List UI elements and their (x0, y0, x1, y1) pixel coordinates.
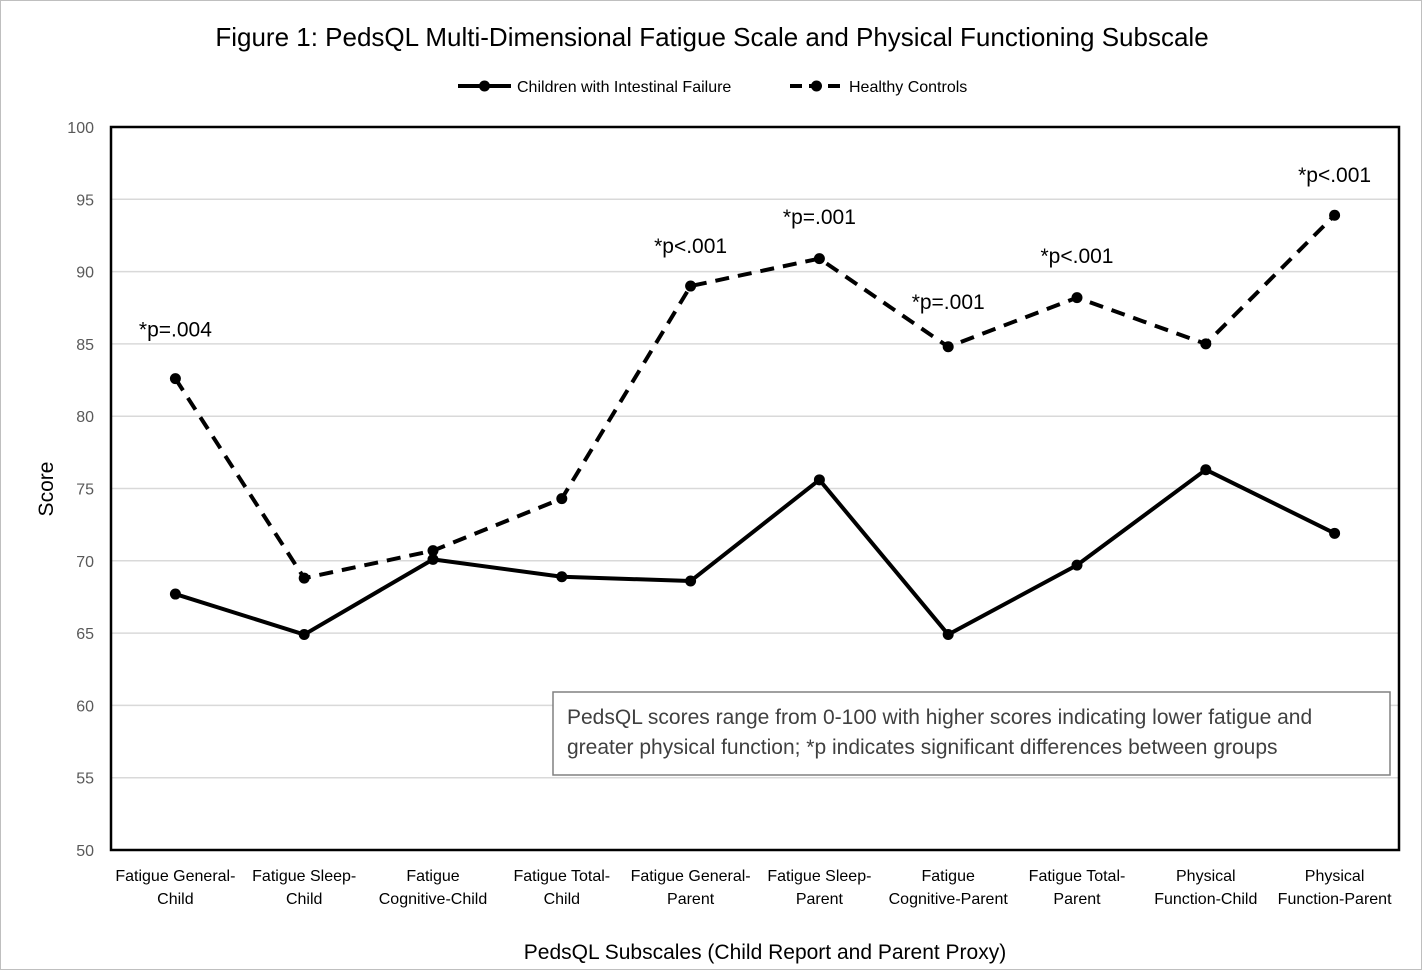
y-tick-label: 90 (76, 265, 94, 282)
y-axis-title: Score (35, 462, 58, 517)
data-point (1200, 464, 1212, 476)
data-point (813, 474, 825, 486)
x-tick-label: Fatigue Total- (1029, 868, 1126, 885)
data-point (685, 575, 697, 587)
note-line-2: greater physical function; *p indicates … (567, 736, 1278, 759)
legend-item-healthy-controls: Healthy Controls (790, 79, 967, 96)
x-tick-label: Physical (1305, 868, 1365, 885)
legend-label: Healthy Controls (849, 79, 967, 96)
y-tick-label: 60 (76, 698, 94, 715)
series-layer (169, 209, 1341, 641)
y-tick-label: 95 (76, 192, 94, 209)
data-point (685, 280, 697, 292)
note-line-1: PedsQL scores range from 0-100 with high… (567, 706, 1312, 729)
x-tick-label: Physical (1176, 868, 1236, 885)
note-box-border (552, 691, 1391, 776)
data-point (1071, 292, 1083, 304)
data-point (169, 373, 181, 385)
x-tick-label: Fatigue Sleep- (252, 868, 356, 885)
x-tick-label: Fatigue General- (631, 868, 751, 885)
data-point (427, 545, 439, 557)
x-axis-ticks: Fatigue General- Child Fatigue Sleep- Child… (115, 868, 1392, 908)
y-axis-ticks: 50 55 60 65 70 75 80 85 90 95 100 (67, 120, 94, 860)
x-axis-title: PedsQL Subscales (Child Report and Paren… (524, 941, 1006, 964)
data-point (298, 572, 310, 584)
significance-label: *p<.001 (654, 235, 727, 258)
significance-label: *p<.001 (1298, 164, 1371, 187)
data-point (556, 571, 568, 583)
significance-label: *p<.001 (1041, 245, 1114, 268)
legend-marker (479, 80, 490, 92)
series-healthy-controls (169, 209, 1341, 584)
x-tick-label: Function-Child (1154, 891, 1257, 908)
data-point (427, 553, 439, 565)
y-tick-label: 65 (76, 626, 94, 643)
x-tick-label: Function-Parent (1278, 891, 1392, 908)
significance-annotations: *p=.004 *p<.001 *p=.001 *p=.001 *p<.001 *p<.0… (139, 164, 1371, 342)
legend-label: Children with Intestinal Failure (517, 79, 731, 96)
x-tick-label: Cognitive-Parent (889, 891, 1009, 908)
series-intestinal-failure (169, 464, 1341, 641)
significance-label: *p=.001 (783, 206, 856, 229)
y-tick-label: 50 (76, 843, 94, 860)
significance-label: *p=.001 (912, 291, 985, 314)
y-tick-label: 80 (76, 409, 94, 426)
x-tick-label: Fatigue Sleep- (767, 868, 871, 885)
data-point (556, 493, 568, 505)
data-point (1329, 209, 1341, 221)
x-tick-label: Parent (1053, 891, 1101, 908)
y-tick-label: 85 (76, 337, 94, 354)
significance-label: *p=.004 (139, 319, 212, 342)
data-point (942, 341, 954, 353)
data-point (813, 253, 825, 265)
x-tick-label: Fatigue General- (115, 868, 235, 885)
legend-marker (811, 80, 822, 92)
x-tick-label: Fatigue Total- (513, 868, 610, 885)
gridlines (111, 198, 1399, 779)
legend: Children with Intestinal Failure Healthy … (458, 79, 967, 96)
x-tick-label: Child (286, 891, 322, 908)
x-tick-label: Fatigue (406, 868, 459, 885)
y-tick-label: 75 (76, 482, 94, 499)
y-tick-label: 100 (67, 120, 94, 137)
x-tick-label: Child (544, 891, 580, 908)
note-box: PedsQL scores range from 0-100 with high… (552, 691, 1391, 776)
data-point (1200, 338, 1212, 350)
y-tick-label: 70 (76, 554, 94, 571)
x-tick-label: Child (157, 891, 193, 908)
x-tick-label: Fatigue (922, 868, 975, 885)
x-tick-label: Parent (667, 891, 715, 908)
series-line (174, 467, 1336, 637)
legend-item-intestinal-failure: Children with Intestinal Failure (458, 79, 731, 96)
y-tick-label: 55 (76, 771, 94, 788)
series-line (173, 213, 1337, 581)
data-point (298, 629, 310, 641)
data-point (169, 588, 181, 600)
data-point (942, 629, 954, 641)
x-tick-label: Cognitive-Child (379, 891, 488, 908)
x-tick-label: Parent (796, 891, 844, 908)
data-point (1071, 559, 1083, 571)
plot-area-border (109, 125, 1401, 852)
data-point (1329, 527, 1341, 539)
chart-title: Figure 1: PedsQL Multi-Dimensional Fatig… (215, 22, 1208, 52)
